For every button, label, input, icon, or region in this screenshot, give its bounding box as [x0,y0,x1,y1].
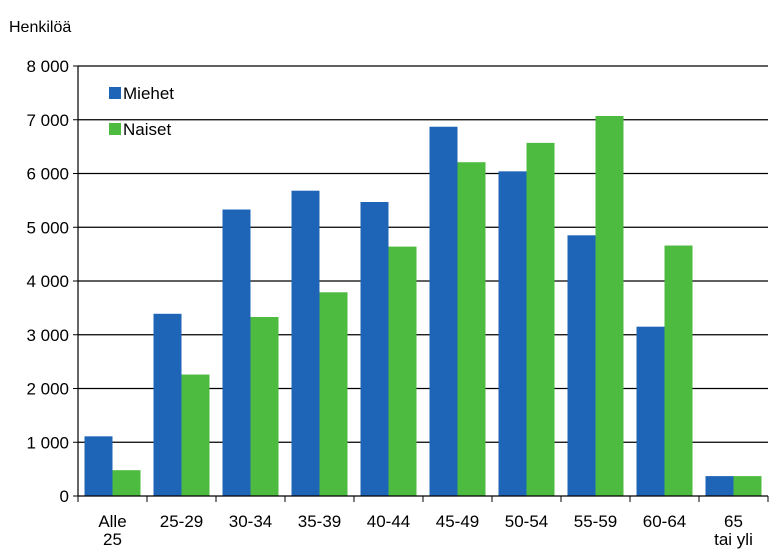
y-tick-label-0: 0 [60,487,69,506]
x-tick-label-5: 45-49 [436,512,479,531]
y-axis-label: Henkilöä [9,19,71,36]
x-tick-label-9: 65 tai yli [714,512,753,549]
x-tick-label-1: 25-29 [160,512,203,531]
bar-naiset-4 [388,246,417,496]
bar-miehet-8 [636,326,665,496]
bar-miehet-1 [153,313,182,496]
bar-miehet-0 [84,436,113,496]
x-tick-label-7: 55-59 [574,512,617,531]
bar-miehet-4 [360,201,389,497]
y-tick-label-2: 2 000 [26,380,69,399]
legend-label-miehet: Miehet [123,84,174,103]
y-tick-label-1: 1 000 [26,433,69,452]
y-tick-label-4: 4 000 [26,272,69,291]
bar-naiset-8 [664,245,693,496]
bar-naiset-2 [250,317,279,496]
y-tick-labels: 0 1 000 2 000 3 000 4 000 5 000 6 000 7 000 8 00… [26,57,69,506]
y-tick-label-8: 8 000 [26,57,69,76]
x-tick-label-3: 35-39 [298,512,341,531]
bar-naiset-6 [526,142,555,497]
bar-miehet-9 [705,476,734,496]
y-tick-label-7: 7 000 [26,111,69,130]
legend-label-naiset: Naiset [123,120,171,139]
legend-swatch-miehet [109,87,121,99]
legend-swatch-naiset [109,123,121,135]
bar-naiset-7 [595,115,624,497]
bar-naiset-0 [112,470,141,496]
axes [73,65,769,502]
y-tick-label-3: 3 000 [26,326,69,345]
x-tick-label-6: 50-54 [505,512,548,531]
y-tick-label-6: 6 000 [26,165,69,184]
bar-miehet-3 [291,190,320,496]
bar-miehet-7 [567,235,596,496]
bars [84,115,762,497]
bar-naiset-3 [319,292,348,496]
bar-miehet-6 [498,171,527,496]
x-tick-label-8: 60-64 [643,512,686,531]
bar-miehet-2 [222,209,251,496]
bar-naiset-1 [181,374,210,496]
x-tick-label-2: 30-34 [229,512,272,531]
bar-naiset-9 [733,476,762,496]
legend: Miehet Naiset [109,84,174,139]
y-tick-label-5: 5 000 [26,218,69,237]
x-tick-label-4: 40-44 [367,512,410,531]
x-tick-labels: Alle 25 25-29 30-34 35-39 40-44 45-49 50-54 55-5… [98,512,753,549]
x-tick-label-0: Alle 25 [98,512,126,549]
bar-miehet-5 [429,126,458,497]
bar-naiset-5 [457,162,486,496]
